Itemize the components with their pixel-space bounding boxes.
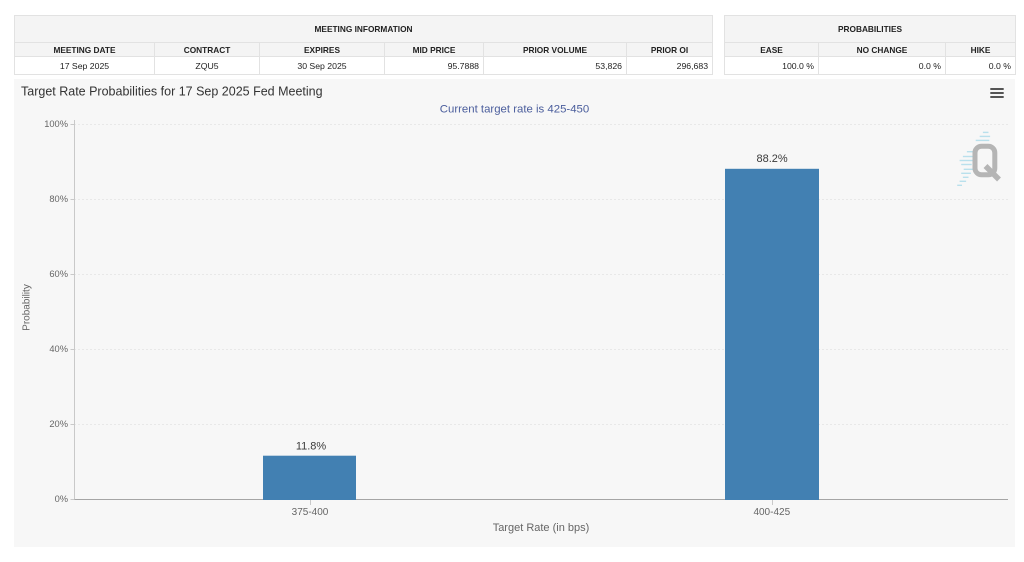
svg-text:60%: 60% [49,269,68,279]
svg-text:400-425: 400-425 [753,507,790,518]
svg-text:Current target rate is 425-450: Current target rate is 425-450 [440,104,589,116]
svg-text:88.2%: 88.2% [756,153,787,165]
svg-text:80%: 80% [49,194,68,204]
svg-text:11.8%: 11.8% [296,441,327,453]
svg-text:0%: 0% [55,494,68,504]
svg-text:Target Rate (in bps): Target Rate (in bps) [493,522,590,534]
svg-text:100%: 100% [44,119,68,129]
svg-text:40%: 40% [49,344,68,354]
svg-text:20%: 20% [49,419,68,429]
svg-text:Target Rate Probabilities for: Target Rate Probabilities for 17 Sep 202… [21,85,323,99]
svg-text:375-400: 375-400 [292,507,329,518]
svg-text:Probability: Probability [22,284,33,331]
